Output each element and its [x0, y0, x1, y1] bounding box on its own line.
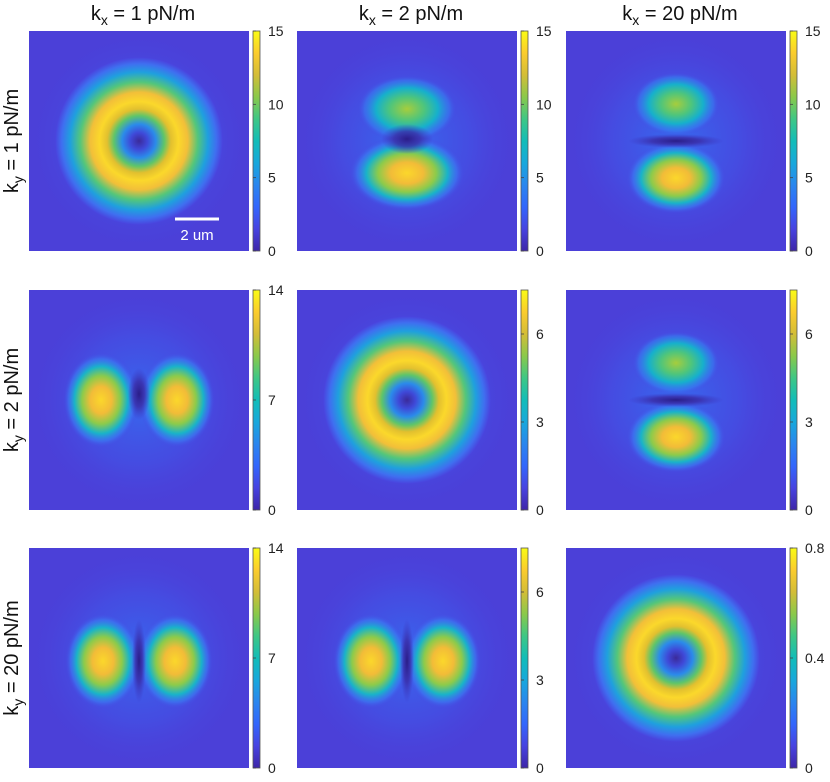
intensity-hole [381, 124, 433, 154]
heatmap-panel-r1c3: 0 5 10 15 [566, 23, 821, 259]
colorbar [520, 289, 529, 511]
intensity-lobe-left [333, 613, 409, 709]
colorbar-tick-label: 15 [268, 23, 284, 39]
intensity-lobe-upper [632, 331, 720, 395]
colorbar-tick-label: 0 [268, 760, 276, 776]
colorbar-tick-label: 0.8 [805, 540, 825, 556]
heatmap-panel-r2c1: 0 7 14 [29, 282, 284, 518]
colorbar-tick-label: 3 [536, 672, 544, 688]
colorbar [252, 30, 261, 252]
colorbar-tick-label: 7 [268, 650, 276, 666]
heatmap-panel-r1c2: 0 5 10 15 [297, 23, 552, 259]
colorbar-tick-label: 10 [536, 96, 552, 112]
colorbar-tick-label: 14 [268, 282, 284, 298]
colorbar-tick-label: 0 [805, 760, 813, 776]
colorbar-tick-label: 6 [536, 326, 544, 342]
row-title-1: ky = 1 pN/m [1, 89, 26, 193]
colorbar-tick-label: 3 [536, 414, 544, 430]
intensity-lobe-right [137, 613, 213, 709]
colorbar-tick-label: 3 [805, 414, 813, 430]
intensity-gap [628, 134, 724, 148]
intensity-lobe-left [63, 352, 139, 448]
colorbar [520, 547, 529, 769]
colorbar-tick-label: 5 [805, 170, 813, 186]
row-title-2: ky = 2 pN/m [1, 348, 26, 452]
colorbar-tick-label: 5 [268, 170, 276, 186]
colorbar-tick-label: 6 [805, 326, 813, 342]
intensity-gap [400, 619, 414, 703]
colorbar-tick-label: 15 [536, 23, 552, 39]
heatmap-panel-r2c3: 0 3 6 [566, 289, 813, 518]
colorbar-tick-label: 15 [805, 23, 821, 39]
column-title-1: kx = 1 pN/m [91, 3, 195, 28]
intensity-ring [592, 574, 760, 742]
colorbar [789, 30, 798, 252]
intensity-lobe-lower [349, 135, 465, 211]
colorbar-tick-label: 0.4 [805, 650, 825, 666]
intensity-lobe-upper [632, 72, 720, 136]
intensity-lobe-lower [626, 142, 726, 214]
colorbar-tick-label: 0 [268, 502, 276, 518]
heatmap-panel-r2c2: 0 3 6 [297, 289, 544, 518]
colorbar [520, 30, 529, 252]
intensity-lobe-left [65, 613, 141, 709]
colorbar-tick-label: 0 [536, 760, 544, 776]
colorbar-tick-label: 0 [805, 502, 813, 518]
intensity-lobe-right [405, 613, 481, 709]
colorbar [789, 289, 798, 511]
colorbar-tick-label: 0 [536, 243, 544, 259]
row-title-3: ky = 20 pN/m [1, 600, 26, 715]
heatmap-panel-r3c1: 0 7 14 [29, 540, 284, 776]
colorbar-tick-label: 0 [536, 502, 544, 518]
heatmap-panel-r3c3: 0 0.4 0.8 [566, 540, 825, 776]
column-title-3: kx = 20 pN/m [622, 3, 737, 28]
intensity-gap [628, 393, 724, 407]
colorbar-tick-label: 14 [268, 540, 284, 556]
intensity-lobe-right [139, 352, 215, 448]
colorbar-tick-label: 10 [805, 96, 821, 112]
intensity-lobe-upper [357, 75, 457, 143]
heatmap-panel-r1c1: 0 5 10 15 2 um [29, 23, 284, 259]
column-title-2: kx = 2 pN/m [359, 3, 463, 28]
scale-bar-label: 2 um [180, 227, 213, 244]
colorbar-tick-label: 6 [536, 584, 544, 600]
colorbar-tick-label: 10 [268, 96, 284, 112]
intensity-lobe-lower [626, 401, 726, 473]
colorbar-tick-label: 7 [268, 392, 276, 408]
heatmap-panel-r3c2: 0 3 6 [297, 547, 544, 776]
intensity-hole [128, 368, 150, 420]
intensity-gap [132, 619, 146, 703]
colorbar-tick-label: 0 [805, 243, 813, 259]
colorbar-tick-label: 0 [268, 243, 276, 259]
intensity-ring [55, 57, 223, 225]
intensity-ring [323, 316, 491, 484]
colorbar-tick-label: 5 [536, 170, 544, 186]
